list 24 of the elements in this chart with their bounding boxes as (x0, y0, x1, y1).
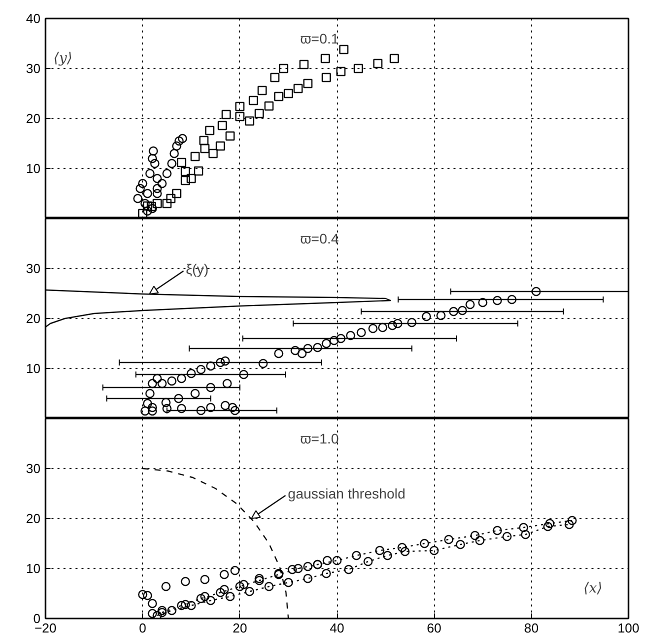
text: ϖ=0.1 (300, 30, 340, 46)
y-tick-label: 30 (26, 61, 41, 76)
y-tick-label: 40 (26, 11, 41, 26)
x-tick-label: 0 (139, 620, 146, 636)
x-tick-label: 20 (232, 620, 248, 636)
y-tick-label: 20 (26, 111, 41, 126)
y-tick-label: 30 (26, 461, 41, 476)
x-tick-label: 80 (524, 620, 539, 636)
x-tick-label: 100 (618, 620, 640, 636)
y-tick-label: 10 (26, 561, 41, 576)
x-axis-title: ⟨x⟩ (584, 580, 602, 596)
y-tick-label: 10 (26, 361, 41, 376)
x-tick-label: 60 (426, 620, 442, 636)
y-axis-title: ⟨y⟩ (54, 50, 72, 66)
y-tick-label: 10 (26, 161, 41, 176)
x-tick-label: 40 (330, 620, 344, 636)
text: ϖ=1.0 (300, 430, 340, 446)
y-tick-label: 30 (26, 261, 41, 276)
annotation: gaussian threshold (288, 486, 406, 502)
y-tick-label: 20 (26, 511, 41, 526)
text: ϖ=0.4 (300, 230, 340, 246)
y-tick-label: 0 (33, 611, 41, 626)
y-tick-label: 20 (26, 311, 41, 326)
annotation: ξ(y) (186, 261, 208, 277)
